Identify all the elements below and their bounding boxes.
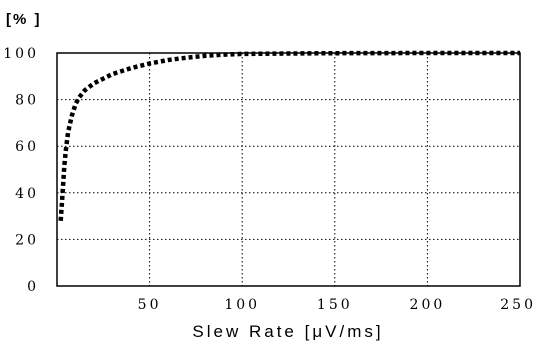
x-tick-label: 50: [138, 297, 162, 313]
x-tick-label: 100: [224, 297, 260, 313]
plot-frame: [56, 52, 521, 287]
series-layer: [58, 50, 520, 221]
y-tick-label: 60: [15, 139, 39, 155]
y-tick-label: 80: [15, 93, 39, 109]
series-line: [58, 50, 520, 221]
y-axis-label: [% ]: [6, 11, 42, 28]
x-tick-label: 250: [500, 297, 536, 313]
y-tick-label: 100: [3, 46, 39, 62]
y-tick-label: 0: [27, 279, 39, 295]
plot-background: [57, 53, 520, 286]
y-axis-ticks: 0 20 40 60 80 100: [3, 46, 39, 295]
y-tick-label: 20: [15, 232, 39, 248]
y-tick-label: 40: [15, 186, 39, 202]
x-axis-label: Slew Rate [μV/ms]: [192, 322, 383, 341]
x-tick-label: 200: [410, 297, 446, 313]
x-tick-label: 150: [317, 297, 353, 313]
grid: [57, 53, 520, 286]
x-axis-ticks: 50 100 150 200 250: [138, 297, 536, 313]
